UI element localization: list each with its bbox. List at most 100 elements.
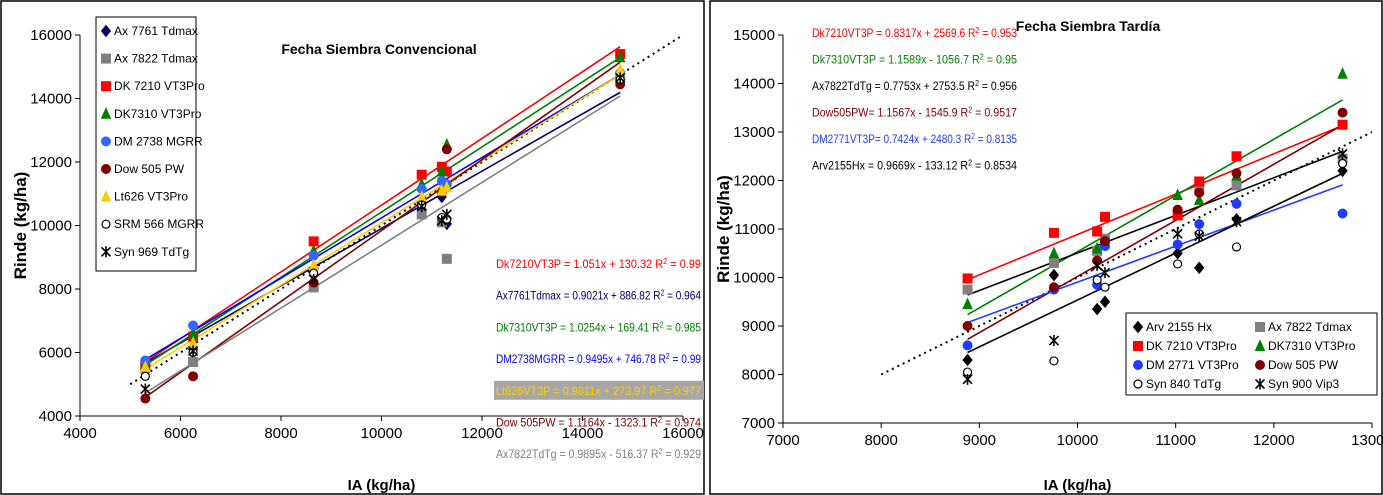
data-point xyxy=(615,72,626,84)
legend-label: Ax 7822 Tdmax xyxy=(114,52,198,66)
equation-r2: = 0.929 xyxy=(662,447,701,461)
data-point xyxy=(962,353,973,367)
equation-text: Ax7822TdTg = 0.7753x + 2753.5 R2 = 0.956 xyxy=(812,79,1017,94)
data-point xyxy=(1099,211,1110,222)
series-lt626-vt3pro xyxy=(140,63,626,372)
data-point xyxy=(1173,259,1183,269)
legend-item: DK7310 VT3Pro xyxy=(100,107,202,121)
equation-text: Lt626VT3P = 0.9811x + 273.97 R2 = 0.977 xyxy=(496,383,701,398)
y-tick-label: 10000 xyxy=(30,218,72,235)
data-point xyxy=(436,215,447,227)
equation-superscript: 2 xyxy=(663,257,668,266)
x-tick-label: 16000 xyxy=(662,425,704,442)
legend-item: DM 2771 VT3Pro xyxy=(1133,358,1239,372)
trendline xyxy=(967,124,1343,281)
y-tick-label: 16000 xyxy=(30,27,72,44)
legend-item: Syn 840 TdTg xyxy=(1133,377,1221,391)
legend-marker xyxy=(100,107,112,119)
legend-item: Syn 969 TdTg xyxy=(100,245,189,259)
identity-line xyxy=(129,35,683,386)
data-point xyxy=(1172,239,1183,250)
legend-label: Ax 7761 Tdmax xyxy=(114,24,198,38)
data-point xyxy=(188,357,199,368)
legend-label: DK 7210 VT3Pro xyxy=(1146,339,1237,353)
equation-superscript: 2 xyxy=(659,447,663,456)
x-tick-label: 9000 xyxy=(963,432,996,449)
equation-formula: DM2738MGRR = 0.9495x + 746.78 R xyxy=(496,352,666,366)
trendline-equation: Dk7310VT3P = 1.0254x + 169.41 R2 = 0.985 xyxy=(496,320,701,335)
equation-text: Dow 505PW = 1.1164x - 1323.1 R2 = 0.974 xyxy=(496,415,701,430)
equation-formula: Lt626VT3P = 0.9811x + 273.97 R xyxy=(496,384,658,398)
trendline-equation: Ax7822TdTg = 0.9895x - 516.37 R2 = 0.929 xyxy=(496,447,701,462)
data-point xyxy=(1231,151,1242,162)
y-tick-label: 4000 xyxy=(39,408,72,425)
trendline-equation: Ax7822TdTg = 0.7753x + 2753.5 R2 = 0.956 xyxy=(812,79,1017,94)
equation-superscript: 2 xyxy=(661,288,665,297)
data-point xyxy=(1231,198,1242,209)
chart-title: Fecha Siembra Convencional xyxy=(281,41,476,57)
equation-text: DM2771VT3P= 0.7424x + 2480.3 R2 = 0.8135 xyxy=(812,132,1017,147)
series-syn-900-vip3 xyxy=(962,148,1348,385)
data-point xyxy=(1337,119,1348,130)
legend-marker xyxy=(101,81,111,92)
data-point xyxy=(1049,356,1059,366)
data-point xyxy=(962,321,973,331)
legend-label: Ax 7822 Tdmax xyxy=(1268,320,1352,334)
legend-item: Arv 2155 Hx xyxy=(1132,320,1212,334)
data-point xyxy=(1172,204,1183,215)
y-tick-label: 8000 xyxy=(742,367,775,384)
legend-marker xyxy=(1132,320,1144,334)
equation-text: Ax7761Tdmax = 0.9021x + 886.82 R2 = 0.96… xyxy=(496,288,701,303)
y-tick-label: 10000 xyxy=(733,270,775,287)
legend-item: SRM 566 MGRR xyxy=(101,217,204,231)
equation-superscript: 2 xyxy=(980,52,984,61)
legend-label: DK7310 VT3Pro xyxy=(1268,339,1356,353)
equation-text: Dk7210VT3P = 0.8317x + 2569.6 R2 = 0.953 xyxy=(812,26,1017,41)
legend-item: Dow 505 PW xyxy=(1255,358,1339,372)
data-point xyxy=(441,180,453,193)
equation-r2: = 0.977 xyxy=(661,384,701,398)
plot-area xyxy=(129,35,683,404)
equation-r2: = 0.953 xyxy=(979,26,1017,40)
equation-r2: = 0.956 xyxy=(979,79,1017,93)
data-point xyxy=(614,50,626,63)
data-point xyxy=(1193,193,1205,205)
x-axis-title: IA (kg/ha) xyxy=(1044,477,1112,494)
equation-formula: Dk7210VT3P = 1.051x + 130.32 R xyxy=(496,257,663,271)
identity-line xyxy=(880,131,1372,376)
y-tick-label: 12000 xyxy=(733,173,775,190)
data-point xyxy=(187,345,199,357)
y-axis-title: Rinde (kg/ha) xyxy=(11,172,30,280)
trendline-equation: Dk7210VT3P = 0.8317x + 2569.6 R2 = 0.953 xyxy=(812,26,1017,41)
data-point xyxy=(1337,164,1348,178)
equation-formula: Dow505PW= 1.1567x - 1545.9 R xyxy=(812,106,969,120)
trendline xyxy=(144,91,621,364)
equation-formula: Dk7310VT3P = 1.0254x + 169.41 R xyxy=(496,320,660,334)
legend-label: Arv 2155 Hx xyxy=(1146,320,1212,334)
legend-label: Syn 900 Vip3 xyxy=(1268,377,1339,391)
data-point xyxy=(1337,208,1348,219)
x-tick-label: 8000 xyxy=(264,425,297,442)
legend-item: Dow 505 PW xyxy=(101,162,185,176)
data-point xyxy=(1337,67,1348,79)
legend-label: DM 2771 VT3Pro xyxy=(1146,358,1239,372)
trendline xyxy=(967,99,1343,316)
y-tick-label: 14000 xyxy=(733,76,775,93)
y-tick-label: 13000 xyxy=(733,124,775,141)
equation-formula: Ax7761Tdmax = 0.9021x + 886.82 R xyxy=(496,289,661,303)
y-tick-label: 8000 xyxy=(39,281,72,298)
data-point xyxy=(1194,261,1205,275)
y-tick-label: 9000 xyxy=(742,318,775,335)
legend-label: SRM 566 MGRR xyxy=(114,217,204,231)
equation-formula: Dk7310VT3P = 1.1589x - 1056.7 R xyxy=(812,53,980,67)
x-tick-label: 12000 xyxy=(461,425,503,442)
equation-formula: Dow 505PW = 1.1164x - 1323.1 R xyxy=(496,416,658,430)
x-tick-label: 11000 xyxy=(1155,432,1196,449)
x-tick-label: 12000 xyxy=(1253,432,1295,449)
equation-r2: = 0.9517 xyxy=(972,106,1017,120)
data-point xyxy=(962,273,973,284)
data-point xyxy=(962,284,973,295)
trendline-equation: Dk7310VT3P = 1.1589x - 1056.7 R2 = 0.95 xyxy=(812,52,1017,67)
legend-label: Dow 505 PW xyxy=(114,162,185,176)
